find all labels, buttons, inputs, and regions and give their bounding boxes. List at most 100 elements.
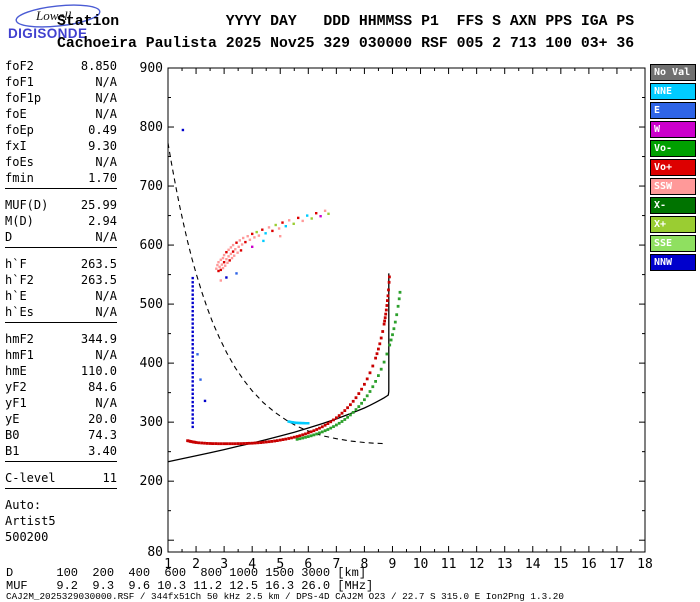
data-point bbox=[365, 394, 369, 398]
data-point bbox=[323, 423, 327, 427]
profile-curve bbox=[167, 273, 390, 463]
data-point bbox=[294, 421, 297, 424]
data-point bbox=[191, 310, 194, 313]
data-point bbox=[343, 409, 347, 412]
data-point bbox=[351, 399, 355, 403]
legend-item-noval: No Val bbox=[650, 64, 696, 81]
data-point bbox=[251, 245, 254, 248]
legend-item-nne: NNE bbox=[650, 83, 696, 100]
data-point bbox=[230, 256, 234, 260]
data-point bbox=[191, 301, 194, 305]
param-row: MUF(D) 25.99 bbox=[5, 197, 117, 213]
param-value: 110.0 bbox=[80, 364, 117, 378]
data-point bbox=[236, 251, 239, 254]
axis-labels: 1 2 3 4 5 6 7 8 9 10 11 12 13 14 15 16 17 189008007006005… bbox=[140, 61, 653, 572]
data-point bbox=[357, 405, 361, 408]
data-point bbox=[225, 258, 228, 261]
data-point bbox=[277, 227, 281, 230]
data-point bbox=[219, 442, 223, 446]
data-point bbox=[326, 422, 330, 425]
data-point bbox=[318, 426, 321, 430]
y-axis-label: 80 bbox=[147, 545, 163, 560]
data-point bbox=[259, 441, 262, 444]
y-axis-label: 900 bbox=[140, 61, 163, 76]
param-value: N/A bbox=[95, 75, 117, 89]
data-point bbox=[245, 442, 248, 445]
spread-echoes bbox=[215, 209, 330, 282]
x-axis-label: 7 bbox=[332, 557, 340, 572]
data-point bbox=[351, 411, 355, 414]
data-point bbox=[363, 398, 366, 402]
data-point bbox=[191, 400, 194, 404]
data-point bbox=[191, 413, 194, 416]
data-point bbox=[227, 255, 230, 258]
x-axis-label: 15 bbox=[553, 557, 569, 572]
data-point bbox=[238, 239, 241, 242]
data-point bbox=[326, 428, 330, 431]
param-label: M(D) bbox=[5, 214, 34, 228]
data-point bbox=[279, 235, 282, 238]
data-point bbox=[278, 438, 282, 442]
data-point bbox=[304, 422, 307, 425]
data-point bbox=[357, 392, 361, 395]
data-point bbox=[398, 290, 402, 294]
param-value: 3.40 bbox=[88, 444, 117, 458]
data-point bbox=[301, 421, 304, 425]
data-point bbox=[191, 425, 194, 429]
data-point bbox=[205, 442, 209, 445]
data-point bbox=[191, 289, 194, 292]
data-point bbox=[229, 246, 233, 249]
data-point bbox=[211, 442, 215, 445]
data-point bbox=[222, 253, 226, 257]
data-point bbox=[327, 212, 330, 215]
param-label: hmF2 bbox=[5, 332, 34, 346]
y-axis-label: 400 bbox=[140, 356, 163, 371]
data-point bbox=[220, 263, 224, 266]
data-point bbox=[191, 305, 194, 309]
data-point bbox=[191, 297, 194, 300]
data-point bbox=[306, 214, 309, 217]
param-label: hmE bbox=[5, 364, 27, 378]
data-point bbox=[217, 442, 220, 446]
data-point bbox=[295, 437, 299, 441]
param-row: B1 3.40 bbox=[5, 443, 117, 459]
data-point bbox=[276, 439, 279, 442]
data-point bbox=[371, 385, 375, 389]
plot-border bbox=[167, 67, 646, 553]
data-point bbox=[298, 421, 302, 425]
data-point bbox=[239, 249, 243, 252]
data-point bbox=[191, 314, 194, 317]
header-column-titles: Station YYYY DAY DDD HHMMSS P1 FFS S AXN… bbox=[57, 14, 635, 30]
param-label: MUF(D) bbox=[5, 198, 49, 212]
parameter-group: foF2 8.850 foF1 N/A foF1p N/A foE N/A foEp 0.49 fx… bbox=[5, 58, 117, 189]
data-point bbox=[292, 435, 296, 439]
param-row: h`F2 263.5 bbox=[5, 272, 117, 288]
param-label: foF2 bbox=[5, 59, 34, 73]
data-point bbox=[379, 367, 383, 371]
transmission-curve bbox=[167, 142, 386, 445]
data-point bbox=[246, 235, 249, 238]
data-point bbox=[309, 430, 313, 434]
data-point bbox=[368, 390, 372, 393]
data-point bbox=[221, 266, 225, 270]
data-point bbox=[194, 441, 198, 444]
param-row: h`E N/A bbox=[5, 288, 117, 304]
data-point bbox=[284, 437, 288, 441]
data-point bbox=[388, 343, 392, 347]
x-axis-label: 2 bbox=[192, 557, 200, 572]
data-point bbox=[281, 438, 285, 441]
data-point bbox=[290, 420, 293, 424]
data-point bbox=[255, 230, 258, 234]
parameter-group: h`F 263.5 h`F2 263.5 h`E N/A h`Es N/A bbox=[5, 256, 117, 323]
data-point bbox=[203, 399, 207, 403]
param-row: foEs N/A bbox=[5, 154, 117, 170]
data-point bbox=[292, 222, 295, 225]
data-point bbox=[191, 351, 194, 354]
data-point bbox=[191, 380, 194, 383]
data-point bbox=[228, 442, 232, 446]
data-point bbox=[306, 435, 310, 438]
param-value: 1.70 bbox=[88, 171, 117, 185]
data-point bbox=[284, 225, 287, 228]
data-point bbox=[196, 353, 199, 356]
